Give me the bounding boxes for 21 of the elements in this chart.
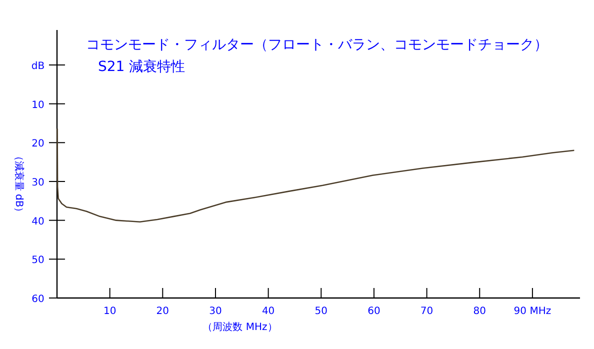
x-tick-label: 60 (368, 306, 380, 317)
text: S21 減衰特性 (98, 59, 186, 75)
y-tick-label: 30 (32, 177, 44, 188)
text: コモンモード・フィルター（フロート・バラン、コモンモードチョーク） (86, 37, 548, 53)
x-tick-label: 80 (473, 306, 486, 317)
y-tick-label: 10 (32, 100, 44, 111)
x-tick-label: 20 (156, 306, 170, 317)
x-tick-label: 10 (103, 306, 116, 317)
x-axis-title: （周波数 MHz） (202, 321, 278, 333)
y-axis-title: （減衰量 dB） (13, 150, 25, 218)
y-tick-label: 60 (32, 294, 44, 305)
x-tick-label: 30 (209, 306, 222, 317)
x-tick-label: 70 (420, 306, 434, 317)
line-series (56, 128, 575, 223)
x-tick-label: 50 (314, 306, 328, 317)
y-tick-label: 50 (32, 255, 44, 266)
x-tick-label: 90 MHz (514, 306, 552, 317)
x-tick-label: 40 (262, 306, 275, 317)
y-tick-label: 40 (32, 216, 44, 228)
y-tick-label: dB (31, 60, 45, 72)
y-tick-label: 20 (32, 138, 44, 150)
